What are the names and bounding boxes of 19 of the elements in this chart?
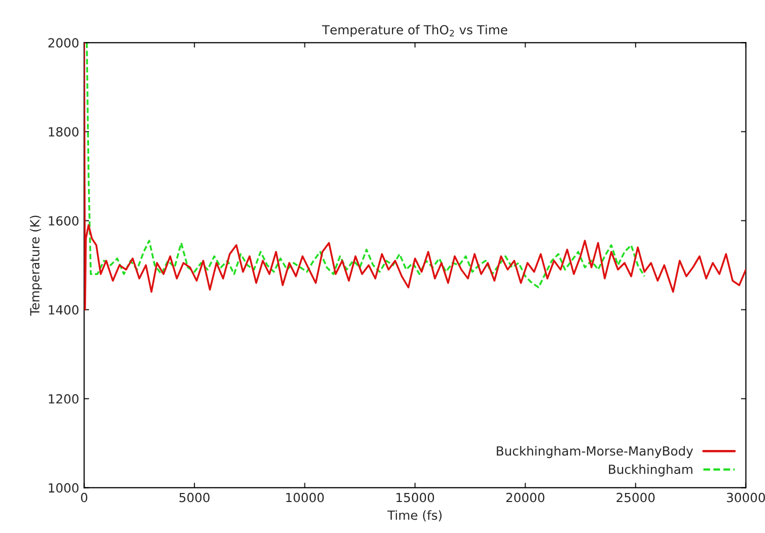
y-tick-label: 1400	[48, 305, 78, 315]
legend-label: Buckhingham-Morse-ManyBody	[496, 446, 693, 458]
x-tick-label: 20000	[506, 492, 544, 502]
y-tick-label: 1000	[48, 483, 78, 493]
y-tick-label: 1200	[48, 394, 78, 404]
x-axis-title: Time (fs)	[387, 510, 442, 522]
legend-label: Buckhingham	[608, 464, 692, 476]
x-tick-label: 10000	[286, 492, 324, 502]
line-series	[86, 42, 646, 288]
y-axis-title: Temperature (K)	[30, 216, 42, 316]
x-tick-label: 25000	[616, 492, 655, 502]
x-tick-label: 5000	[179, 492, 210, 502]
x-tick-label: 0	[81, 492, 88, 502]
x-tick-label: 15000	[396, 492, 434, 502]
y-tick-label: 1800	[48, 127, 78, 137]
y-tick-label: 2000	[48, 38, 78, 48]
y-tick-label: 1600	[48, 216, 78, 226]
x-tick-label: 30000	[726, 492, 765, 502]
chart-title: Temperature of ThO$_{2}$ vs Time	[322, 24, 508, 37]
